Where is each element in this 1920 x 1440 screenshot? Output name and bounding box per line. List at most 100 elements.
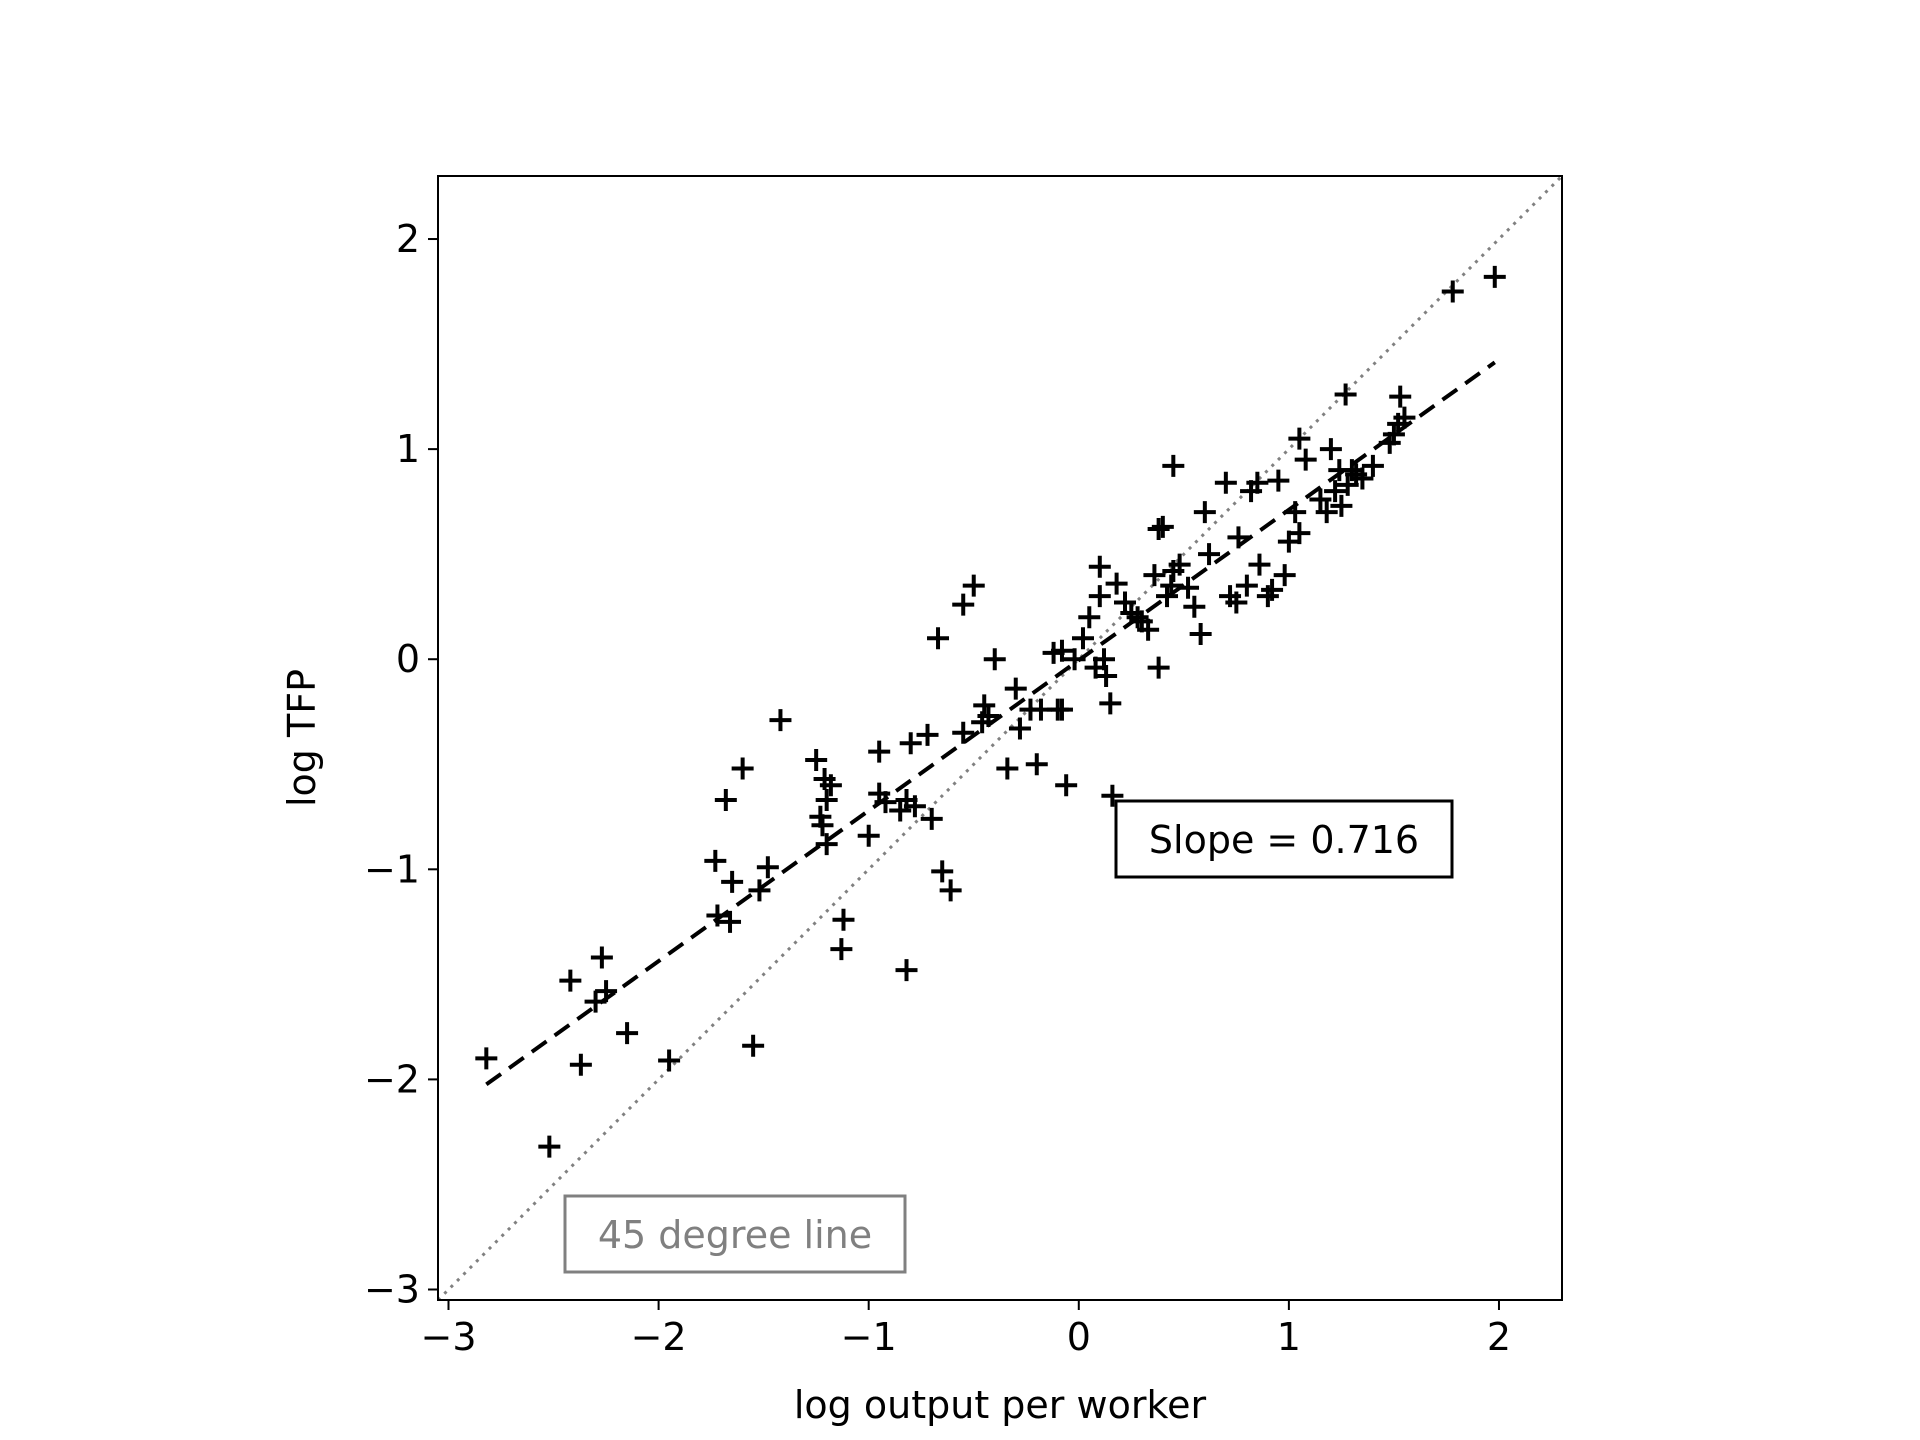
data-point	[1095, 665, 1118, 688]
data-point	[1162, 454, 1185, 477]
data-point	[1050, 639, 1073, 662]
data-point	[756, 856, 779, 879]
y-tick-label: −2	[364, 1057, 420, 1101]
data-point	[1235, 574, 1258, 597]
data-point	[1071, 627, 1094, 650]
data-point	[1288, 427, 1311, 450]
data-point	[815, 788, 838, 811]
reference-line-annotation-text: 45 degree line	[598, 1213, 872, 1257]
data-point	[899, 732, 922, 755]
data-point	[868, 740, 891, 763]
data-point	[920, 807, 943, 830]
data-point	[1063, 648, 1086, 671]
data-point	[811, 814, 834, 837]
data-point	[1105, 572, 1128, 595]
data-point	[1088, 555, 1111, 578]
data-point	[569, 1053, 592, 1076]
data-point	[927, 627, 950, 650]
data-point	[1193, 501, 1216, 524]
data-point	[704, 849, 727, 872]
x-tick-label: 1	[1277, 1315, 1301, 1359]
data-point	[1393, 406, 1416, 429]
data-point	[584, 990, 607, 1013]
data-point	[1177, 576, 1200, 599]
data-point	[1101, 784, 1124, 807]
y-axis-label: log TFP	[280, 669, 324, 807]
data-point	[1156, 585, 1179, 608]
data-point	[1147, 656, 1170, 679]
y-tick-label: 2	[396, 217, 420, 261]
data-point	[962, 574, 985, 597]
y-tick-label: 1	[396, 427, 420, 471]
data-point	[721, 870, 744, 893]
data-point	[939, 879, 962, 902]
plot-frame	[437, 175, 1563, 1301]
data-point	[874, 791, 897, 814]
data-point	[1389, 385, 1412, 408]
data-point	[916, 723, 939, 746]
y-tick-label: 0	[396, 637, 420, 681]
data-point	[1126, 606, 1149, 629]
x-axis-ticks: −3 −2 −1 0 1 2	[420, 1300, 1511, 1359]
data-point	[1248, 553, 1271, 576]
data-point	[931, 860, 954, 883]
data-point	[1324, 480, 1347, 503]
reference-line-annotation: 45 degree line	[563, 1194, 907, 1274]
data-point	[857, 824, 880, 847]
data-point	[769, 709, 792, 732]
data-point	[952, 721, 975, 744]
data-point	[590, 946, 613, 969]
y-axis-ticks: −3 −2 −1 0 1 2	[364, 217, 438, 1311]
data-point	[475, 1047, 498, 1070]
data-point	[1483, 265, 1506, 288]
data-point	[1319, 438, 1342, 461]
data-point	[1168, 553, 1191, 576]
data-point	[559, 969, 582, 992]
data-point	[895, 788, 918, 811]
data-point	[706, 904, 729, 927]
reference-line-annotation-box	[563, 1194, 907, 1274]
data-point	[1189, 623, 1212, 646]
data-point	[819, 774, 842, 797]
data-point	[1137, 618, 1160, 641]
reference-line	[436, 174, 1564, 1302]
data-point	[1160, 574, 1183, 597]
data-point	[1183, 595, 1206, 618]
data-point	[1334, 383, 1357, 406]
x-tick-label: −1	[841, 1315, 897, 1359]
data-point	[714, 788, 737, 811]
slope-annotation-text: Slope = 0.716	[1149, 818, 1419, 862]
data-point	[1198, 543, 1221, 566]
data-point	[1441, 280, 1464, 303]
data-point	[1330, 494, 1353, 517]
data-point	[616, 1022, 639, 1045]
data-point	[1143, 564, 1166, 587]
data-point	[742, 1034, 765, 1057]
data-point	[1099, 692, 1122, 715]
data-point	[1088, 585, 1111, 608]
x-tick-label: 0	[1067, 1315, 1091, 1359]
data-point	[1246, 471, 1269, 494]
data-point	[952, 593, 975, 616]
data-point	[1025, 753, 1048, 776]
y-tick-label: −1	[364, 847, 420, 891]
data-point	[1151, 515, 1174, 538]
data-point	[1361, 454, 1384, 477]
reference-line-layer	[436, 174, 1564, 1302]
data-point	[830, 938, 853, 961]
data-point	[977, 704, 1000, 727]
data-point	[832, 908, 855, 931]
data-point	[1294, 448, 1317, 471]
data-point	[538, 1135, 561, 1158]
slope-annotation: Slope = 0.716	[1114, 799, 1454, 879]
data-point	[719, 910, 742, 933]
data-point	[973, 694, 996, 717]
y-tick-label: −3	[364, 1267, 420, 1311]
data-point	[1227, 526, 1250, 549]
data-point	[1050, 698, 1073, 721]
data-point	[1225, 591, 1248, 614]
data-point	[748, 879, 771, 902]
data-point	[1093, 648, 1115, 671]
data-point	[815, 833, 838, 856]
